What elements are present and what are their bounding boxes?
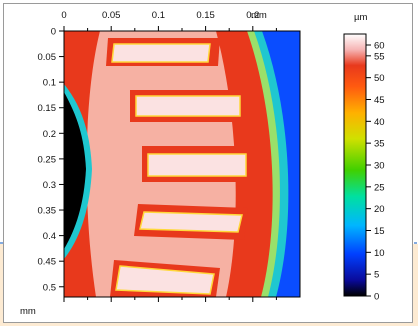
y-tick-label: 0.15	[38, 103, 57, 114]
colorbar-tick-label: 10	[374, 248, 385, 259]
colorbar-tick-label: 15	[374, 226, 385, 237]
figure-panel: 0 0.05 0.1 0.15 0.2 0 0.05 0.1 0.15 0.2 0.25 0.3 0.…	[3, 3, 413, 323]
colorbar-tick-label: 30	[374, 161, 385, 172]
y-tick-label: 0.5	[43, 282, 56, 293]
y-tick-label: 0.3	[43, 180, 56, 191]
colorbar-tick-label: 45	[374, 95, 385, 106]
colorbar-tick-label: 5	[374, 270, 379, 281]
slot-4	[134, 204, 248, 240]
x-axis-unit-label: mm	[251, 10, 267, 21]
slot-3	[142, 146, 252, 182]
y-tick-label: 0.35	[38, 206, 57, 217]
y-tick-label: 0.05	[38, 52, 57, 63]
y-axis: 0 0.05 0.1 0.15 0.2 0.25 0.3 0.35 0.4 0.45 0.5	[38, 27, 64, 293]
colorbar-tick-label: 60	[374, 41, 385, 52]
x-tick-label: 0.05	[102, 10, 121, 21]
colorbar-tick-label: 35	[374, 139, 385, 150]
y-tick-label: 0.4	[43, 231, 56, 242]
x-axis: 0 0.05 0.1 0.15 0.2	[61, 10, 277, 302]
y-tick-label: 0.25	[38, 154, 57, 165]
x-tick-label: 0	[61, 10, 66, 21]
y-axis-unit-label: mm	[20, 306, 36, 317]
x-tick-label: 0.1	[152, 10, 165, 21]
colorbar-unit-label: µm	[354, 12, 367, 23]
heatmap-chart: 0 0.05 0.1 0.15 0.2 0 0.05 0.1 0.15 0.2 0.25 0.3 0.…	[20, 10, 385, 317]
slot-2	[130, 90, 246, 122]
inner-hole	[64, 92, 86, 249]
colorbar-tick-label: 0	[374, 292, 379, 303]
colorbar-tick-label: 40	[374, 117, 385, 128]
heatmap-surface	[64, 31, 300, 297]
y-tick-label: 0.2	[43, 129, 56, 140]
slot-5	[110, 260, 220, 297]
y-tick-label: 0.1	[43, 78, 56, 89]
slot-1	[106, 38, 220, 66]
colorbar	[343, 33, 367, 297]
x-tick-label: 0.2	[246, 10, 259, 21]
x-tick-label: 0.15	[196, 10, 215, 21]
y-tick-label: 0	[51, 27, 56, 38]
colorbar-tick-label: 55	[374, 51, 385, 62]
colorbar-tick-label: 50	[374, 73, 385, 84]
y-tick-label: 0.45	[38, 257, 57, 268]
colorbar-tick-label: 20	[374, 204, 385, 215]
colorbar-tick-label: 25	[374, 182, 385, 193]
